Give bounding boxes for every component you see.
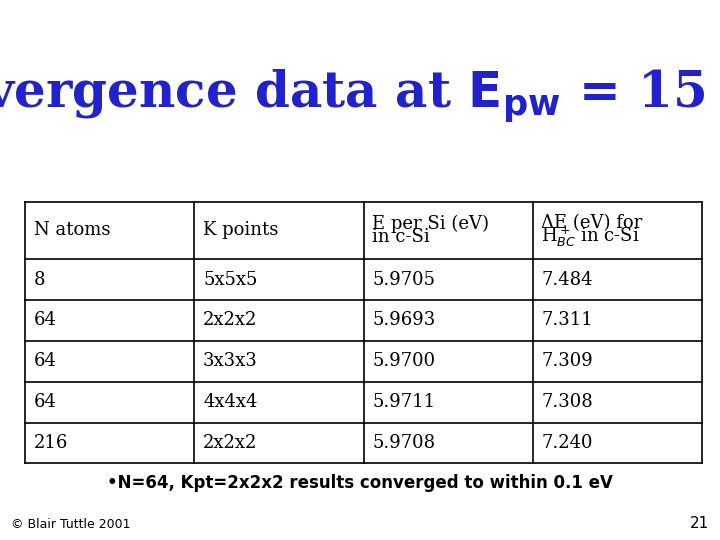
Text: 7.309: 7.309 — [541, 352, 593, 370]
Text: 64: 64 — [34, 312, 57, 329]
Text: 2x2x2: 2x2x2 — [203, 312, 258, 329]
Text: N atoms: N atoms — [34, 221, 110, 239]
Text: 5.9693: 5.9693 — [372, 312, 436, 329]
Text: 7.308: 7.308 — [541, 393, 593, 411]
Text: 5.9711: 5.9711 — [372, 393, 436, 411]
Text: ΔE (eV) for: ΔE (eV) for — [541, 214, 643, 232]
Text: 21: 21 — [690, 516, 709, 531]
Text: 7.311: 7.311 — [541, 312, 593, 329]
Text: 5x5x5: 5x5x5 — [203, 271, 258, 288]
Text: 7.240: 7.240 — [541, 434, 593, 452]
Text: © Blair Tuttle 2001: © Blair Tuttle 2001 — [11, 518, 130, 531]
Text: 3x3x3: 3x3x3 — [203, 352, 258, 370]
Text: Convergence data at $\mathbf{E_{pw}}$ = 15 Ryd.: Convergence data at $\mathbf{E_{pw}}$ = … — [0, 68, 720, 125]
Text: 5.9708: 5.9708 — [372, 434, 436, 452]
Text: H$^+_{BC}$ in c-Si: H$^+_{BC}$ in c-Si — [541, 225, 640, 249]
Text: PSU – Erie: PSU – Erie — [11, 16, 97, 30]
Text: 5.9700: 5.9700 — [372, 352, 436, 370]
Text: 64: 64 — [34, 393, 57, 411]
Text: Computational Materials Science: Computational Materials Science — [219, 16, 501, 30]
Text: K points: K points — [203, 221, 279, 239]
Text: 7.484: 7.484 — [541, 271, 593, 288]
Text: E per Si (eV): E per Si (eV) — [372, 214, 490, 233]
Text: in c-Si: in c-Si — [372, 228, 430, 246]
Bar — [25, 201, 702, 463]
Text: 5.9705: 5.9705 — [372, 271, 435, 288]
Text: 8: 8 — [34, 271, 45, 288]
Text: 2001: 2001 — [667, 16, 709, 30]
Text: 4x4x4: 4x4x4 — [203, 393, 258, 411]
Text: 64: 64 — [34, 352, 57, 370]
Text: •N=64, Kpt=2x2x2 results converged to within 0.1 eV: •N=64, Kpt=2x2x2 results converged to wi… — [107, 474, 613, 492]
Text: 216: 216 — [34, 434, 68, 452]
Text: 2x2x2: 2x2x2 — [203, 434, 258, 452]
